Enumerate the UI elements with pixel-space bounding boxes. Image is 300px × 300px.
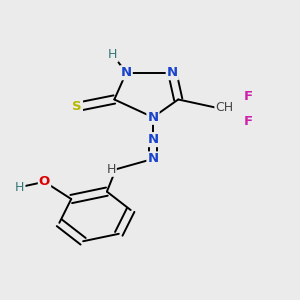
Text: CH: CH	[215, 101, 233, 114]
Text: F: F	[244, 115, 253, 128]
Text: H: H	[15, 181, 25, 194]
Text: N: N	[167, 66, 178, 79]
Text: H: H	[108, 48, 118, 62]
Text: N: N	[121, 66, 132, 79]
Text: F: F	[244, 90, 253, 103]
Text: N: N	[147, 133, 158, 146]
Text: S: S	[72, 100, 82, 113]
Text: H: H	[106, 163, 116, 176]
Text: N: N	[147, 152, 158, 165]
Text: O: O	[39, 175, 50, 188]
Text: N: N	[147, 111, 158, 124]
